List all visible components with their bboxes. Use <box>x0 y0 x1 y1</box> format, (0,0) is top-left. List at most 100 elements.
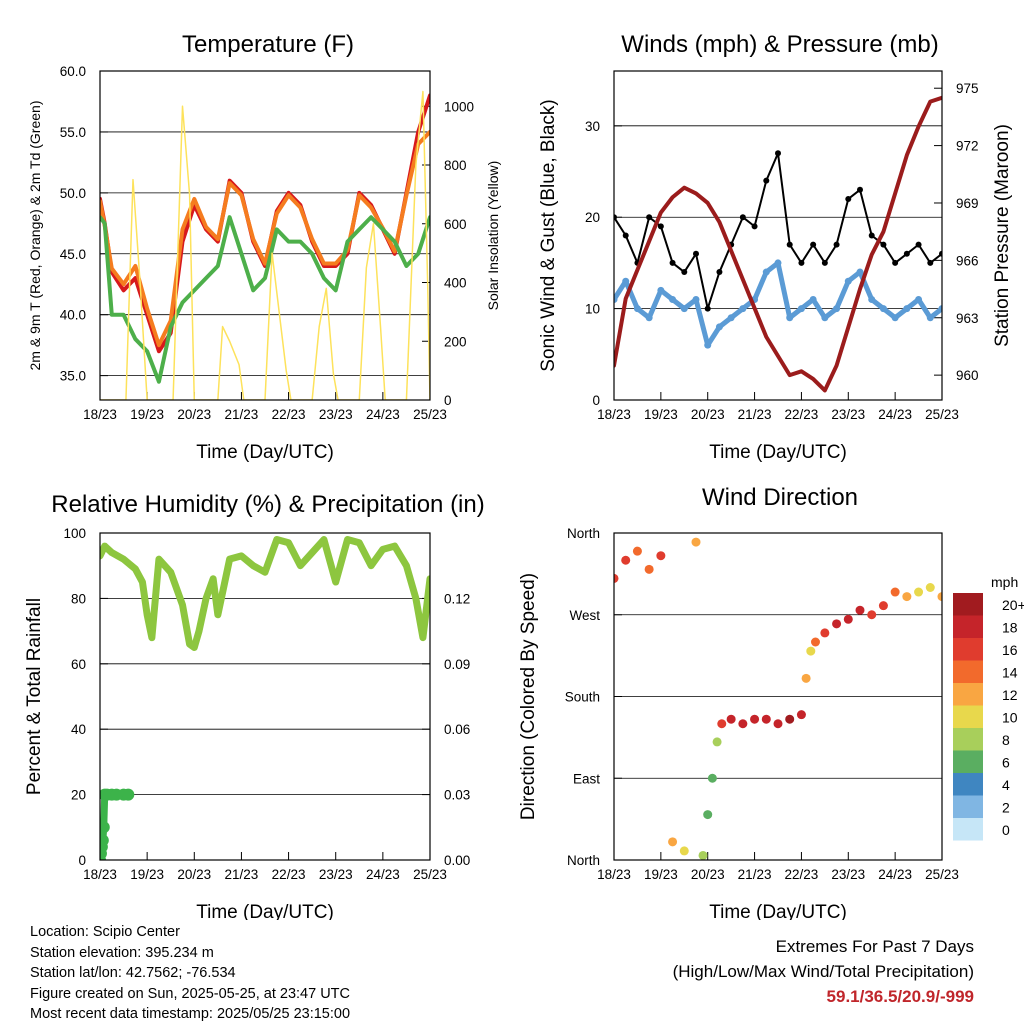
x-tick-label: 20/23 <box>177 867 211 882</box>
x-tick-label: 25/23 <box>413 407 447 422</box>
colorbar-swatch <box>953 795 983 818</box>
y-right-tick-label: 969 <box>956 196 979 211</box>
colorbar-label: 16 <box>1002 642 1018 658</box>
colorbar-label: 0 <box>1002 822 1010 838</box>
y-tick-label: 20 <box>585 210 600 225</box>
y-right-tick-label: 600 <box>444 217 467 232</box>
point-wind-direction <box>632 546 642 556</box>
point-wind-direction <box>621 555 631 565</box>
y-tick-label: 20 <box>71 788 86 803</box>
point-wind-direction <box>698 850 708 860</box>
y-tick-label: 60.0 <box>60 64 86 79</box>
y-tick-label: 55.0 <box>60 125 86 140</box>
x-tick-label: 20/23 <box>691 867 725 882</box>
point-wind-direction <box>750 714 760 724</box>
y-tick-label: North <box>567 853 600 868</box>
chart-title: Temperature (F) <box>182 31 354 58</box>
y-tick-label: 35.0 <box>60 369 86 384</box>
x-tick-label: 20/23 <box>177 407 211 422</box>
colorbar-label: 20+ <box>1002 597 1024 613</box>
y-right-tick-label: 0.06 <box>444 722 470 737</box>
colorbar-label: 8 <box>1002 732 1010 748</box>
colorbar-swatch <box>953 818 983 841</box>
point-wind-direction <box>691 537 701 547</box>
colorbar-label: 12 <box>1002 687 1018 703</box>
colorbar-swatch <box>953 593 983 616</box>
colorbar-swatch <box>953 773 983 796</box>
y-right-tick-label: 1000 <box>444 99 474 114</box>
y-right-tick-label: 963 <box>956 311 979 326</box>
y-axis-label: Percent & Total Rainfall <box>24 598 45 795</box>
plot-area <box>100 536 430 860</box>
point-wind-direction <box>707 773 717 783</box>
point-wind-direction <box>656 551 666 561</box>
point-wind-direction <box>761 714 771 724</box>
y-right-tick-label: 200 <box>444 334 467 349</box>
y-tick-label: 45.0 <box>60 247 86 262</box>
y-right-tick-label: 0.03 <box>444 788 470 803</box>
x-tick-label: 22/23 <box>272 867 306 882</box>
panel-3: Relative Humidity (%) & Precipitation (i… <box>24 491 485 920</box>
point-wind-direction <box>843 614 853 624</box>
y-tick-label: West <box>569 608 600 623</box>
point-wind-direction <box>796 710 806 720</box>
colorbar-label: 18 <box>1002 620 1018 636</box>
y-right-tick-label: 0.09 <box>444 657 470 672</box>
series-solar-insolation <box>100 90 430 400</box>
x-tick-label: 22/23 <box>785 867 819 882</box>
colorbar-swatch <box>953 660 983 683</box>
colorbar-label: 10 <box>1002 710 1018 726</box>
point-wind-direction <box>801 673 811 683</box>
x-tick-label: 18/23 <box>597 867 631 882</box>
colorbar-label: 4 <box>1002 777 1010 793</box>
point-total-rainfall <box>100 834 109 847</box>
location-text: Location: Scipio Center <box>30 924 180 940</box>
series-2m-td <box>100 215 430 384</box>
created-text: Figure created on Sun, 2025-05-25, at 23… <box>30 985 350 1002</box>
colorbar-swatch <box>953 615 983 638</box>
y-tick-label: 50.0 <box>60 186 86 201</box>
y-axis-label: Direction (Colored By Speed) <box>518 573 539 820</box>
x-tick-label: 23/23 <box>831 867 865 882</box>
point-wind-direction <box>773 719 783 729</box>
series-9m-t <box>100 129 430 348</box>
point-wind-direction <box>820 628 830 638</box>
x-tick-label: 25/23 <box>925 867 959 882</box>
x-tick-label: 25/23 <box>925 407 959 422</box>
y-right-tick-label: 975 <box>956 81 979 96</box>
x-tick-label: 21/23 <box>225 867 259 882</box>
y-right-tick-label: 0.00 <box>444 853 470 868</box>
y-tick-label: 80 <box>71 591 86 606</box>
colorbar-swatch <box>953 705 983 728</box>
y-right-tick-label: 0.12 <box>444 591 470 606</box>
x-axis-label: Time (Day/UTC) <box>196 442 334 463</box>
point-wind-direction <box>644 564 654 574</box>
point-wind-direction <box>832 619 842 629</box>
y-axis-label: 2m & 9m T (Red, Orange) & 2m Td (Green) <box>27 101 43 371</box>
point-wind-direction <box>726 714 736 724</box>
point-wind-direction <box>902 592 912 602</box>
chart-title: Wind Direction <box>702 484 858 511</box>
x-tick-label: 18/23 <box>83 407 117 422</box>
y-tick-label: 30 <box>585 119 600 134</box>
x-tick-label: 24/23 <box>878 867 912 882</box>
plot-area <box>614 537 942 860</box>
plot-frame <box>99 532 431 861</box>
colorbar-swatch <box>953 683 983 706</box>
extremes-title: Extremes For Past 7 Days <box>775 937 974 956</box>
point-wind-direction <box>668 837 678 847</box>
colorbar-swatch <box>953 728 983 751</box>
plot-area <box>614 95 942 393</box>
x-tick-label: 19/23 <box>644 407 678 422</box>
point-wind-direction <box>914 587 924 597</box>
x-tick-label: 21/23 <box>225 407 259 422</box>
elevation-text: Station elevation: 395.234 m <box>30 944 214 961</box>
extremes-values: 59.1/36.5/20.9/-999 <box>826 987 974 1006</box>
y-tick-label: South <box>565 690 600 705</box>
x-axis-label: Time (Day/UTC) <box>709 902 847 920</box>
chart-canvas: Temperature (F)35.040.045.050.055.060.00… <box>24 31 1024 920</box>
plot-frame <box>613 532 943 861</box>
series-sonic-wind <box>614 260 942 348</box>
y-tick-label: East <box>573 771 600 786</box>
point-wind-direction <box>937 592 942 602</box>
